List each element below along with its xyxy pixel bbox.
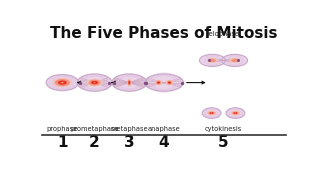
- Ellipse shape: [58, 80, 67, 85]
- Ellipse shape: [93, 82, 96, 83]
- Text: anaphase: anaphase: [148, 126, 180, 132]
- Ellipse shape: [87, 79, 102, 86]
- Ellipse shape: [229, 58, 240, 63]
- Text: prophase: prophase: [47, 126, 78, 132]
- Text: 4: 4: [159, 136, 169, 150]
- Text: 3: 3: [124, 136, 135, 150]
- Ellipse shape: [209, 59, 216, 62]
- Ellipse shape: [234, 112, 237, 114]
- Ellipse shape: [210, 112, 214, 114]
- Ellipse shape: [168, 82, 171, 84]
- Ellipse shape: [231, 59, 238, 62]
- Text: prometaphase: prometaphase: [70, 126, 119, 132]
- Ellipse shape: [199, 54, 225, 66]
- Ellipse shape: [208, 112, 215, 115]
- Ellipse shape: [230, 111, 240, 116]
- Ellipse shape: [165, 80, 173, 85]
- Ellipse shape: [91, 81, 98, 84]
- Ellipse shape: [128, 81, 130, 84]
- Ellipse shape: [226, 108, 245, 118]
- Ellipse shape: [46, 75, 78, 91]
- Ellipse shape: [127, 79, 132, 86]
- Ellipse shape: [128, 80, 131, 85]
- Text: 1: 1: [57, 136, 68, 150]
- Ellipse shape: [60, 82, 64, 83]
- Ellipse shape: [61, 82, 63, 83]
- Ellipse shape: [235, 113, 236, 114]
- Ellipse shape: [232, 112, 239, 115]
- Text: 2: 2: [89, 136, 100, 150]
- Text: 5: 5: [218, 136, 229, 150]
- Ellipse shape: [145, 74, 183, 91]
- Ellipse shape: [155, 80, 163, 85]
- Ellipse shape: [211, 113, 212, 114]
- Ellipse shape: [77, 74, 112, 91]
- Ellipse shape: [167, 81, 172, 85]
- Ellipse shape: [156, 81, 161, 85]
- Ellipse shape: [89, 80, 100, 85]
- Ellipse shape: [222, 54, 248, 66]
- Ellipse shape: [207, 58, 218, 63]
- Ellipse shape: [202, 108, 221, 118]
- Text: The Five Phases of Mitosis: The Five Phases of Mitosis: [50, 26, 278, 41]
- Ellipse shape: [112, 74, 147, 91]
- Ellipse shape: [55, 79, 70, 86]
- Ellipse shape: [53, 78, 72, 87]
- Ellipse shape: [207, 111, 217, 116]
- Text: telophase: telophase: [207, 31, 240, 37]
- Text: cytokinesis: cytokinesis: [205, 126, 242, 132]
- Ellipse shape: [157, 82, 160, 84]
- Text: metaphase: metaphase: [110, 126, 148, 132]
